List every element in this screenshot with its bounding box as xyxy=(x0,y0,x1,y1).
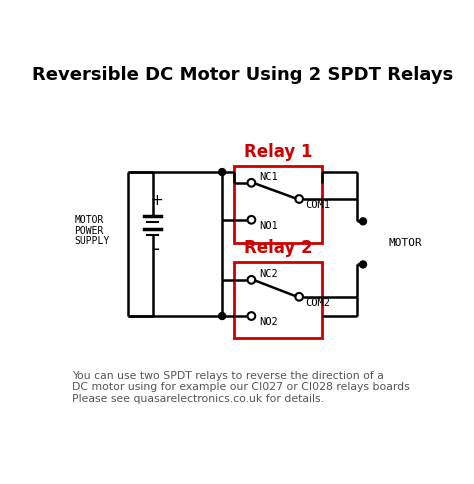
Circle shape xyxy=(247,179,255,187)
Text: -: - xyxy=(153,240,160,258)
Circle shape xyxy=(360,261,366,268)
Text: MOTOR: MOTOR xyxy=(389,238,422,248)
Text: Relay 1: Relay 1 xyxy=(244,143,312,161)
Circle shape xyxy=(247,216,255,224)
Text: You can use two SPDT relays to reverse the direction of a: You can use two SPDT relays to reverse t… xyxy=(72,371,384,381)
Circle shape xyxy=(219,313,226,319)
Circle shape xyxy=(247,276,255,284)
Circle shape xyxy=(247,312,255,320)
Circle shape xyxy=(295,293,303,301)
Text: COM2: COM2 xyxy=(305,298,330,308)
Text: Please see quasarelectronics.co.uk for details.: Please see quasarelectronics.co.uk for d… xyxy=(72,394,324,404)
Text: +: + xyxy=(150,193,163,208)
Text: NO2: NO2 xyxy=(259,317,278,327)
Text: NC2: NC2 xyxy=(259,269,278,279)
Text: POWER: POWER xyxy=(74,226,104,236)
Text: Reversible DC Motor Using 2 SPDT Relays: Reversible DC Motor Using 2 SPDT Relays xyxy=(32,66,454,84)
Text: SUPPLY: SUPPLY xyxy=(74,236,109,246)
Text: Relay 2: Relay 2 xyxy=(244,239,312,257)
Circle shape xyxy=(341,221,384,264)
Circle shape xyxy=(295,195,303,203)
Circle shape xyxy=(219,168,226,176)
Bar xyxy=(234,166,322,243)
Text: NO1: NO1 xyxy=(259,221,278,231)
Bar xyxy=(234,262,322,338)
Text: COM1: COM1 xyxy=(305,200,330,210)
Text: DC motor using for example our CI027 or CI028 relays boards: DC motor using for example our CI027 or … xyxy=(72,382,410,392)
Text: MOTOR: MOTOR xyxy=(74,215,104,225)
Text: NC1: NC1 xyxy=(259,172,278,182)
Circle shape xyxy=(360,218,366,225)
